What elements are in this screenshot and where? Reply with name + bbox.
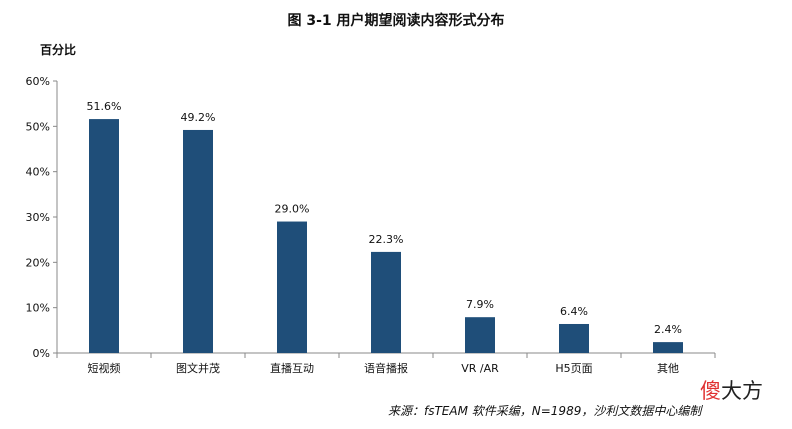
watermark-text: 大方 <box>721 379 763 403</box>
category-label: 直播互动 <box>270 361 314 375</box>
category-label: 图文并茂 <box>176 361 220 375</box>
category-label: 其他 <box>657 362 679 375</box>
watermark-char: 傻 <box>700 379 721 403</box>
y-tick-label: 50% <box>26 120 50 133</box>
bar <box>183 129 213 353</box>
bar <box>371 251 401 353</box>
y-tick-label: 20% <box>26 256 50 269</box>
category-label: 短视频 <box>88 361 121 375</box>
bar <box>653 342 683 353</box>
source-note: 来源：fsTEAM 软件采编，N=1989，沙利文数据中心编制 <box>388 404 702 418</box>
watermark-logo: 傻大方 <box>700 375 763 405</box>
category-label: H5页面 <box>555 362 592 375</box>
data-label: 49.2% <box>181 111 216 124</box>
data-label: 7.9% <box>466 298 494 311</box>
y-tick-label: 0% <box>33 347 50 360</box>
bar <box>89 119 119 353</box>
y-tick-label: 10% <box>26 302 50 315</box>
chart-title: 图 3-1 用户期望阅读内容形式分布 <box>287 13 505 29</box>
data-label: 22.3% <box>369 233 404 246</box>
data-label: 29.0% <box>275 203 310 216</box>
y-axis-label: 百分比 <box>40 43 77 57</box>
y-tick-label: 60% <box>26 75 50 88</box>
y-tick-label: 40% <box>26 166 50 179</box>
data-label: 6.4% <box>560 305 588 318</box>
y-tick-label: 30% <box>26 211 50 224</box>
category-label: VR /AR <box>461 362 499 375</box>
bar <box>559 323 589 353</box>
category-label: 语音播报 <box>364 361 408 375</box>
data-label: 2.4% <box>654 323 682 336</box>
data-label: 51.6% <box>87 100 122 113</box>
bar <box>277 221 307 353</box>
bar <box>465 317 495 353</box>
